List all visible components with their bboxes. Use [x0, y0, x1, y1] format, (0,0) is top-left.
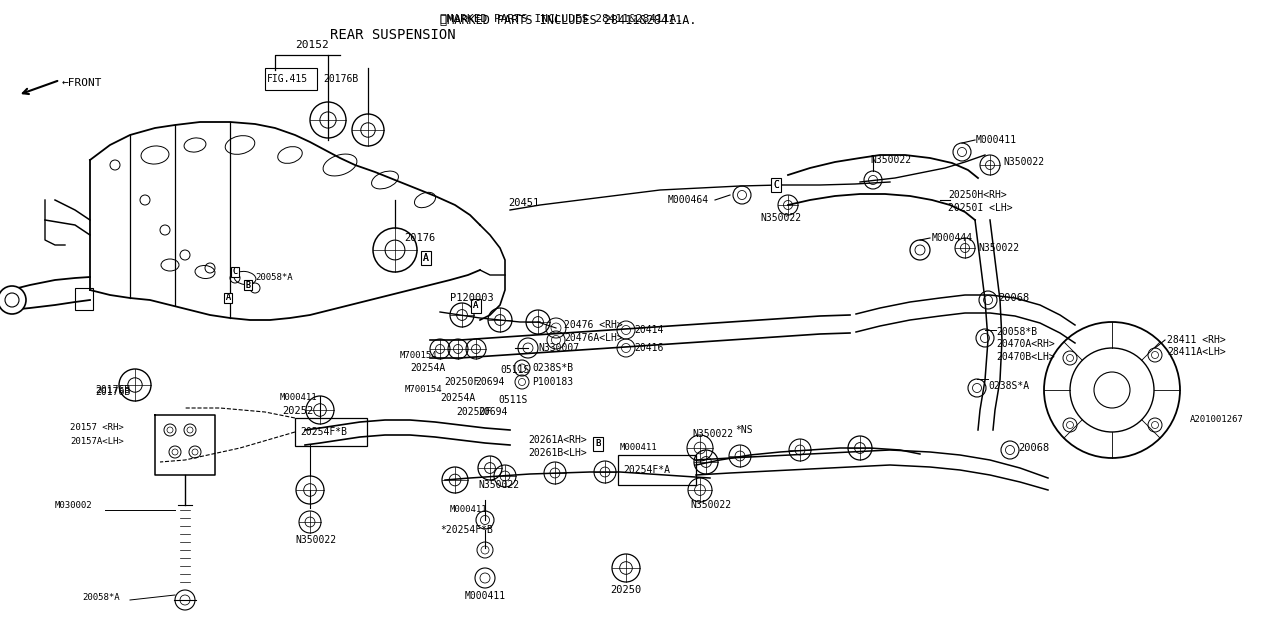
Text: 20476 <RH>: 20476 <RH>: [564, 320, 623, 330]
Text: 20250F: 20250F: [456, 407, 492, 417]
Text: *NS: *NS: [735, 425, 753, 435]
Text: A: A: [424, 253, 429, 263]
Text: *20254F*B: *20254F*B: [440, 525, 493, 535]
Bar: [593, 437, 603, 451]
Text: 0238S*A: 0238S*A: [988, 381, 1029, 391]
Text: 20176B: 20176B: [95, 385, 131, 395]
Text: C: C: [773, 180, 780, 190]
Text: M000444: M000444: [932, 233, 973, 243]
Text: REAR SUSPENSION: REAR SUSPENSION: [330, 28, 456, 42]
Text: 20694: 20694: [475, 377, 504, 387]
Text: ←FRONT: ←FRONT: [61, 78, 102, 88]
Text: 0511S: 0511S: [498, 395, 527, 405]
Text: C: C: [233, 268, 238, 276]
Bar: [294, 418, 367, 446]
Text: FIG.415: FIG.415: [268, 74, 308, 84]
Text: 20058*A: 20058*A: [255, 273, 293, 282]
Text: 20254F*B: 20254F*B: [300, 427, 347, 437]
Text: ※MARKED PARTS INCLUDES 28411&28411A.: ※MARKED PARTS INCLUDES 28411&28411A.: [440, 13, 684, 23]
Bar: [76, 288, 93, 310]
Text: 20176B: 20176B: [95, 387, 131, 397]
Text: 20414: 20414: [634, 325, 663, 335]
Text: M000411: M000411: [620, 444, 658, 452]
Text: A: A: [474, 301, 479, 310]
Text: N350022: N350022: [760, 213, 801, 223]
Text: 20261A<RH>: 20261A<RH>: [529, 435, 586, 445]
Text: A: A: [225, 294, 230, 303]
Text: 0238S*B: 0238S*B: [532, 363, 573, 373]
Text: 20451: 20451: [508, 198, 539, 208]
Circle shape: [0, 286, 26, 314]
Bar: [618, 455, 696, 485]
Text: ※MARKED PARTS INCLUDES 28411&28411A.: ※MARKED PARTS INCLUDES 28411&28411A.: [440, 14, 696, 27]
Text: M700154: M700154: [404, 385, 443, 394]
Text: 20254A: 20254A: [440, 393, 475, 403]
Text: P120003: P120003: [451, 293, 494, 303]
Bar: [224, 292, 232, 303]
Text: 0511S: 0511S: [500, 365, 530, 375]
Text: N350022: N350022: [477, 480, 520, 490]
Text: M000411: M000411: [465, 591, 506, 601]
Text: 20058*B: 20058*B: [996, 327, 1037, 337]
Text: 20176B: 20176B: [323, 74, 358, 84]
Text: 20250H<RH>: 20250H<RH>: [948, 190, 1007, 200]
Text: A: A: [474, 301, 479, 310]
Text: A: A: [225, 294, 230, 303]
Text: A201001267: A201001267: [1190, 415, 1244, 424]
Text: 20250F: 20250F: [444, 377, 479, 387]
Text: 28411 <RH>: 28411 <RH>: [1167, 335, 1226, 345]
Text: M000411: M000411: [451, 506, 488, 515]
Text: 20250: 20250: [611, 585, 641, 595]
Bar: [265, 68, 317, 90]
Text: M700154: M700154: [399, 351, 438, 360]
Text: 20068: 20068: [998, 293, 1029, 303]
Text: N350022: N350022: [690, 500, 731, 510]
Bar: [471, 300, 481, 312]
Text: 20176: 20176: [404, 233, 435, 243]
Bar: [232, 267, 239, 277]
Text: 20152: 20152: [294, 40, 329, 50]
Text: C: C: [233, 268, 238, 276]
Text: 20068: 20068: [1018, 443, 1050, 453]
Bar: [421, 251, 431, 265]
Text: N350022: N350022: [978, 243, 1019, 253]
Text: 20254A: 20254A: [410, 363, 445, 373]
Text: 20470A<RH>: 20470A<RH>: [996, 339, 1055, 349]
Text: 20157 <RH>: 20157 <RH>: [70, 424, 124, 433]
Text: P100183: P100183: [532, 377, 573, 387]
Text: M030002: M030002: [55, 500, 92, 509]
Text: 20470B<LH>: 20470B<LH>: [996, 352, 1055, 362]
Text: N350022: N350022: [294, 535, 337, 545]
Text: N350022: N350022: [870, 155, 911, 165]
Text: N350022: N350022: [692, 429, 733, 439]
Text: B: B: [595, 440, 600, 449]
Text: 28411A<LH>: 28411A<LH>: [1167, 347, 1226, 357]
Text: 20250I <LH>: 20250I <LH>: [948, 203, 1012, 213]
Bar: [771, 178, 781, 192]
Text: B: B: [246, 280, 251, 289]
Text: M000464: M000464: [668, 195, 709, 205]
Text: 20058*A: 20058*A: [82, 593, 119, 602]
Text: M000411: M000411: [280, 394, 317, 403]
Text: B: B: [246, 280, 251, 289]
Text: 20252: 20252: [282, 406, 314, 416]
Text: 20694: 20694: [477, 407, 507, 417]
Text: 20476A<LH>: 20476A<LH>: [564, 333, 623, 343]
Text: N350022: N350022: [1004, 157, 1044, 167]
Text: N330007: N330007: [538, 343, 579, 353]
Text: 20254F*A: 20254F*A: [623, 465, 669, 475]
Text: 20261B<LH>: 20261B<LH>: [529, 448, 586, 458]
Text: B: B: [595, 440, 600, 449]
Text: 20416: 20416: [634, 343, 663, 353]
Text: 20157A<LH>: 20157A<LH>: [70, 436, 124, 445]
Text: A: A: [424, 253, 429, 263]
Text: C: C: [773, 180, 780, 190]
Text: M000411: M000411: [977, 135, 1018, 145]
Bar: [244, 280, 252, 291]
